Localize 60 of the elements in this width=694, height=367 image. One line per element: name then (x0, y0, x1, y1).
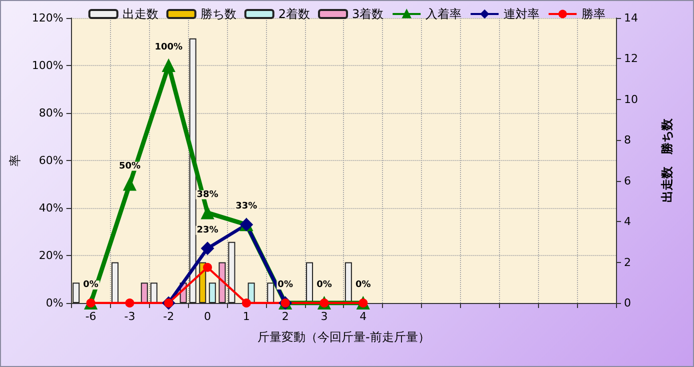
bar (72, 282, 80, 303)
y-tick-label: 0% (46, 296, 64, 310)
y-tick-label: 40% (38, 202, 64, 214)
data-label: 0% (355, 280, 371, 290)
x-tick-label: 2 (282, 310, 289, 323)
y2-tick-label: 6 (624, 174, 631, 188)
y2-axis-title: 出走数 勝ち数 (660, 118, 674, 202)
bar (228, 242, 236, 303)
y2-tick-label: 14 (624, 12, 638, 24)
bar (208, 282, 216, 303)
y-axis-title: 率 (8, 154, 22, 166)
point (201, 206, 214, 220)
y-tick-label: 80% (38, 106, 64, 120)
legend-label: 3着数 (352, 7, 384, 21)
y-tick-label: 120% (32, 12, 64, 24)
y2-tick-label: 10 (624, 92, 638, 106)
data-label: 0% (316, 280, 332, 290)
bar (218, 262, 226, 303)
legend-label: 勝率 (582, 7, 606, 21)
point (162, 59, 176, 72)
point (125, 298, 134, 308)
data-label: 23% (196, 225, 218, 236)
y2-tick-label: 8 (624, 134, 631, 147)
point (203, 262, 212, 272)
x-tick-label: 3 (320, 310, 328, 323)
legend-label: 2着数 (278, 7, 310, 21)
bar (306, 262, 314, 303)
bar (267, 282, 274, 303)
data-label: 100% (154, 42, 183, 52)
data-label: 50% (118, 161, 140, 172)
x-tick-label: 0 (204, 310, 212, 323)
x-tick-label: 4 (360, 310, 367, 323)
y2-tick-label: 0 (624, 296, 631, 310)
x-tick-label: 1 (242, 310, 250, 323)
bar (140, 282, 148, 303)
legend-label: 連対率 (504, 7, 540, 21)
data-label: 33% (236, 202, 258, 212)
point (242, 298, 251, 308)
y-tick-label: 60% (38, 154, 64, 167)
x-tick-label: -6 (85, 310, 96, 323)
y2-tick-label: 12 (624, 52, 638, 66)
bar (344, 262, 352, 303)
legend-label: 入着率 (426, 7, 462, 21)
x-tick-label: -2 (163, 310, 174, 323)
point (123, 178, 136, 191)
bar (150, 282, 158, 303)
bar (248, 282, 255, 303)
x-tick-label: -3 (124, 310, 136, 323)
y2-tick-label: 2 (624, 256, 631, 269)
legend-label: 勝ち数 (200, 7, 236, 21)
data-label: 0% (278, 280, 293, 290)
y-tick-label: 20% (38, 249, 64, 262)
y-tick-label: 100% (32, 59, 64, 72)
bar (112, 262, 119, 303)
data-label: 38% (196, 190, 218, 200)
x-axis-title: 斤量変動（今回斤量-前走斤量） (258, 330, 430, 344)
point (201, 242, 214, 255)
legend-label: 出走数 (122, 7, 158, 21)
y2-tick-label: 4 (624, 215, 631, 228)
data-label: 0% (83, 280, 98, 290)
